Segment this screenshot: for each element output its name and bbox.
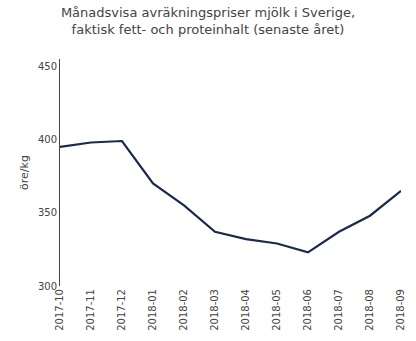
svg-text:2017-11: 2017-11 xyxy=(85,289,96,331)
svg-text:Månadsvisa avräkningspriser mj: Månadsvisa avräkningspriser mjölk i Sver… xyxy=(61,5,355,37)
svg-text:2017-10: 2017-10 xyxy=(54,289,65,331)
svg-text:400: 400 xyxy=(38,134,57,145)
svg-text:300: 300 xyxy=(38,281,57,292)
svg-text:öre/kg: öre/kg xyxy=(18,155,31,190)
svg-text:2018-09: 2018-09 xyxy=(395,289,406,331)
svg-text:2018-02: 2018-02 xyxy=(178,289,189,331)
svg-text:2018-04: 2018-04 xyxy=(240,289,251,331)
svg-text:2018-07: 2018-07 xyxy=(333,289,344,331)
svg-text:350: 350 xyxy=(38,207,57,218)
svg-text:2018-01: 2018-01 xyxy=(147,289,158,331)
svg-text:2017-12: 2017-12 xyxy=(116,289,127,331)
svg-text:2018-06: 2018-06 xyxy=(302,289,313,331)
svg-text:2018-08: 2018-08 xyxy=(364,289,375,331)
svg-text:2018-05: 2018-05 xyxy=(271,289,282,331)
svg-text:2018-03: 2018-03 xyxy=(209,289,220,331)
svg-text:450: 450 xyxy=(38,61,57,72)
